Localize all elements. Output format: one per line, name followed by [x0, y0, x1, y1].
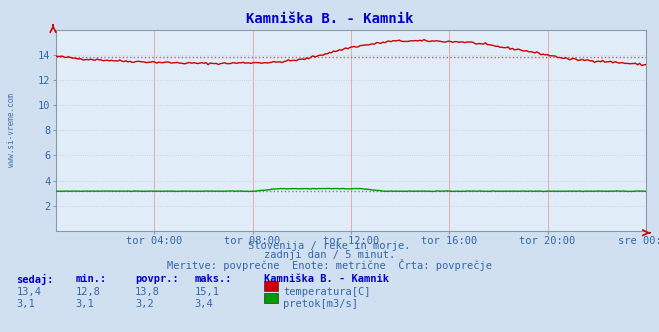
Text: Kamniška B. - Kamnik: Kamniška B. - Kamnik: [264, 274, 389, 284]
Text: 3,1: 3,1: [76, 299, 94, 309]
Text: 13,4: 13,4: [16, 287, 42, 297]
Text: 12,8: 12,8: [76, 287, 101, 297]
Text: www.si-vreme.com: www.si-vreme.com: [7, 93, 16, 167]
Text: sedaj:: sedaj:: [16, 274, 54, 285]
Text: pretok[m3/s]: pretok[m3/s]: [283, 299, 358, 309]
Text: 3,2: 3,2: [135, 299, 154, 309]
Text: temperatura[C]: temperatura[C]: [283, 287, 371, 297]
Text: Slovenija / reke in morje.: Slovenija / reke in morje.: [248, 241, 411, 251]
Text: 15,1: 15,1: [194, 287, 219, 297]
Text: min.:: min.:: [76, 274, 107, 284]
Text: Kamniška B. - Kamnik: Kamniška B. - Kamnik: [246, 12, 413, 26]
Text: 13,8: 13,8: [135, 287, 160, 297]
Text: 3,1: 3,1: [16, 299, 35, 309]
Text: povpr.:: povpr.:: [135, 274, 179, 284]
Text: maks.:: maks.:: [194, 274, 232, 284]
Text: zadnji dan / 5 minut.: zadnji dan / 5 minut.: [264, 250, 395, 260]
Text: 3,4: 3,4: [194, 299, 213, 309]
Text: Meritve: povprečne  Enote: metrične  Črta: povprečje: Meritve: povprečne Enote: metrične Črta:…: [167, 259, 492, 271]
